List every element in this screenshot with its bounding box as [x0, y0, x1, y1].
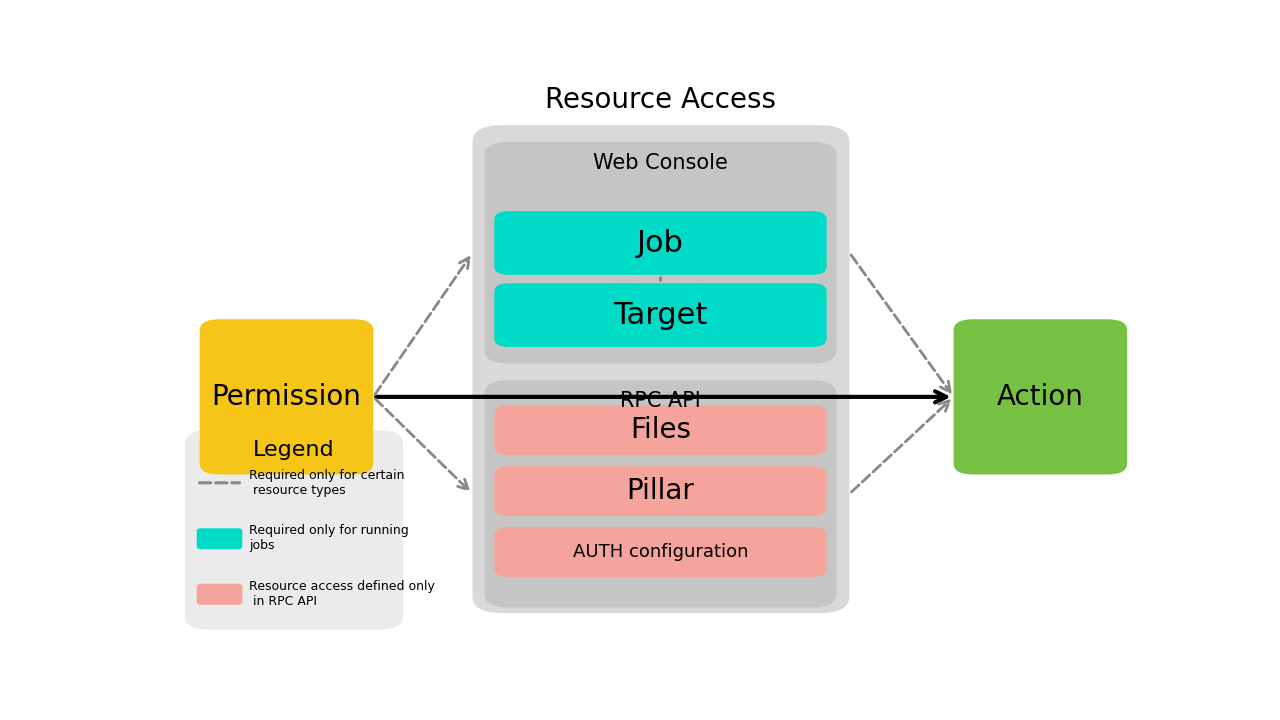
FancyBboxPatch shape	[494, 466, 827, 516]
Text: Permission: Permission	[211, 383, 361, 411]
FancyBboxPatch shape	[472, 125, 850, 613]
Text: Required only for running
jobs: Required only for running jobs	[250, 524, 410, 552]
Text: Required only for certain
 resource types: Required only for certain resource types	[250, 469, 404, 497]
FancyBboxPatch shape	[494, 405, 827, 455]
FancyBboxPatch shape	[197, 528, 242, 549]
Text: Resource access defined only
 in RPC API: Resource access defined only in RPC API	[250, 580, 435, 608]
FancyBboxPatch shape	[200, 319, 374, 474]
Text: Resource Access: Resource Access	[545, 86, 777, 114]
Text: Files: Files	[630, 416, 691, 444]
Text: Action: Action	[997, 383, 1084, 411]
FancyBboxPatch shape	[494, 211, 827, 275]
FancyBboxPatch shape	[954, 319, 1128, 474]
FancyBboxPatch shape	[484, 380, 837, 608]
Text: Target: Target	[613, 300, 708, 330]
FancyBboxPatch shape	[197, 584, 242, 605]
Text: Web Console: Web Console	[593, 153, 728, 173]
FancyBboxPatch shape	[494, 527, 827, 577]
Text: RPC API: RPC API	[620, 392, 701, 411]
Text: Pillar: Pillar	[626, 477, 695, 505]
Text: Legend: Legend	[253, 440, 335, 460]
Text: Job: Job	[637, 228, 684, 258]
Text: AUTH configuration: AUTH configuration	[572, 543, 749, 561]
FancyBboxPatch shape	[184, 430, 403, 630]
FancyBboxPatch shape	[484, 142, 837, 364]
FancyBboxPatch shape	[494, 283, 827, 347]
